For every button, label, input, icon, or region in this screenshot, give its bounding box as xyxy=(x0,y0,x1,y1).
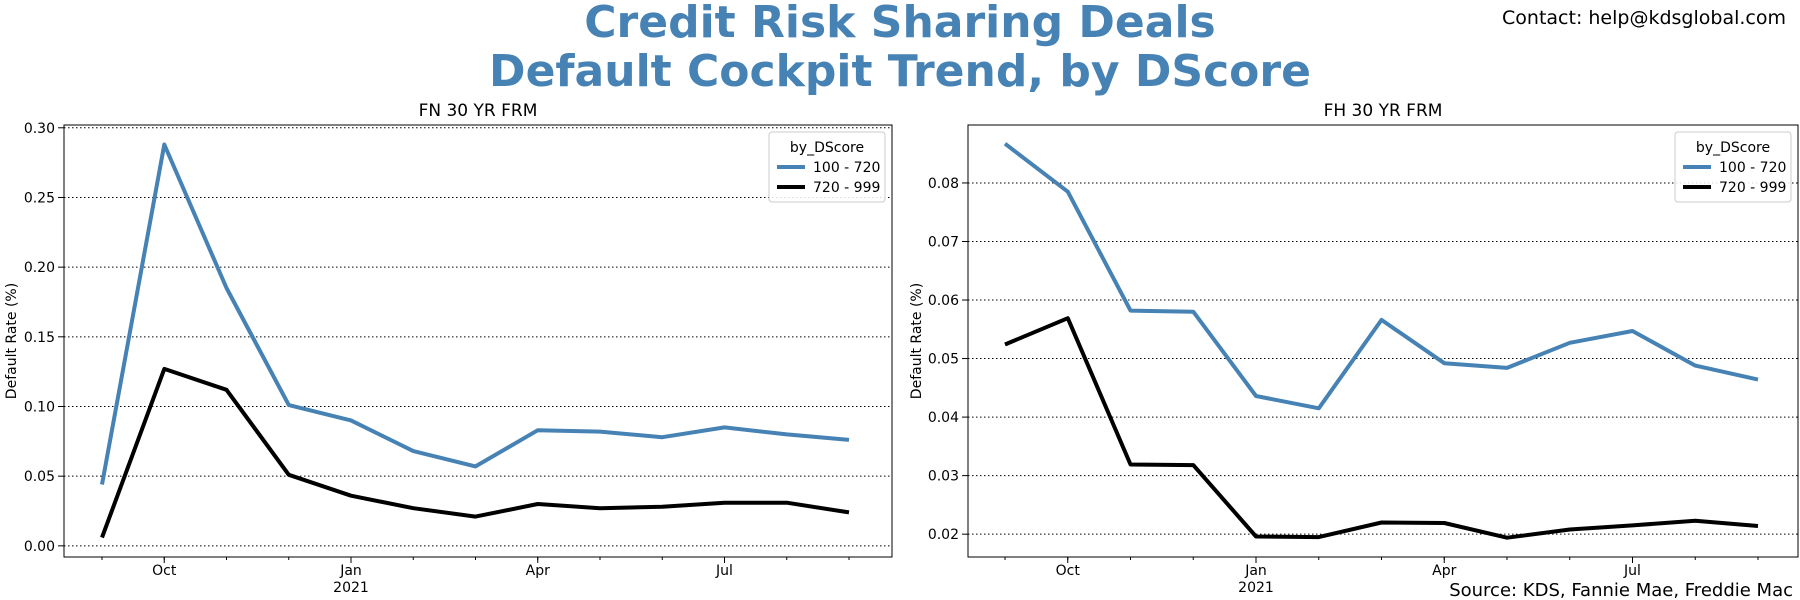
title-line-1: Credit Risk Sharing Deals xyxy=(584,0,1215,48)
y-tick-label: 0.03 xyxy=(928,469,959,485)
plot-frame xyxy=(967,124,1799,558)
y-tick-label: 0.08 xyxy=(928,176,959,192)
contact-text: Contact: help@kdsglobal.com xyxy=(1502,7,1786,29)
legend-entry: 100 - 720 xyxy=(813,160,880,176)
plot-frame xyxy=(63,124,893,558)
y-axis-label: Default Rate (%) xyxy=(909,283,925,399)
title-line-2: Default Cockpit Trend, by DScore xyxy=(489,46,1311,97)
x-tick-label: Apr xyxy=(1432,563,1456,579)
y-tick-label: 0.04 xyxy=(928,410,959,426)
y-tick-label: 0.02 xyxy=(928,527,959,543)
legend-box xyxy=(768,131,886,203)
y-tick-label: 0.10 xyxy=(24,399,55,415)
y-tick-label: 0.05 xyxy=(24,469,55,485)
legend-box xyxy=(1674,131,1792,203)
y-tick-label: 0.20 xyxy=(24,260,55,276)
y-axis-label: Default Rate (%) xyxy=(4,283,20,399)
x-tick-sublabel: 2021 xyxy=(1238,580,1274,596)
series-line-high-dscore xyxy=(1004,316,1759,540)
series-line-high-dscore xyxy=(100,366,850,539)
y-tick-label: 0.30 xyxy=(24,121,55,137)
panel-title: FN 30 YR FRM xyxy=(419,101,538,121)
x-tick-label: Jan xyxy=(1244,563,1267,579)
x-tick-label: Jul xyxy=(1623,563,1641,579)
y-tick-label: 0.15 xyxy=(24,330,55,346)
series-line-low-dscore xyxy=(100,142,850,485)
y-tick-label: 0.07 xyxy=(928,234,959,250)
panel-title: FH 30 YR FRM xyxy=(1324,101,1443,121)
x-tick-label: Oct xyxy=(152,563,177,579)
legend-title: by_DScore xyxy=(1696,140,1770,156)
x-tick-label: Jan xyxy=(339,563,362,579)
x-tick-label: Oct xyxy=(1056,563,1081,579)
legend-entry: 100 - 720 xyxy=(1719,160,1786,176)
y-tick-label: 0.05 xyxy=(928,352,959,368)
y-tick-label: 0.25 xyxy=(24,190,55,206)
y-tick-label: 0.00 xyxy=(24,539,55,555)
series-line-low-dscore xyxy=(1003,142,1759,411)
legend-entry: 720 - 999 xyxy=(813,180,880,196)
legend-title: by_DScore xyxy=(790,140,864,156)
y-tick-label: 0.06 xyxy=(928,293,959,309)
legend-entry: 720 - 999 xyxy=(1719,180,1786,196)
source-text: Source: KDS, Fannie Mae, Freddie Mac xyxy=(1449,580,1793,600)
x-tick-label: Apr xyxy=(526,563,550,579)
x-tick-label: Jul xyxy=(715,563,733,579)
x-tick-sublabel: 2021 xyxy=(333,580,369,596)
